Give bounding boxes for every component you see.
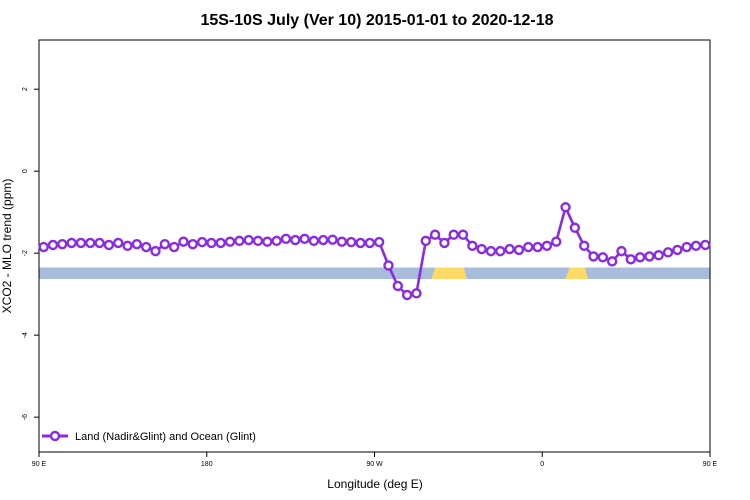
data-point xyxy=(131,238,143,250)
data-point xyxy=(513,244,525,256)
data-point xyxy=(653,250,664,261)
data-point xyxy=(103,239,115,251)
data-point xyxy=(467,240,478,251)
data-point xyxy=(66,237,77,249)
data-point xyxy=(75,237,87,249)
y-tick-label: -4 xyxy=(22,332,29,338)
x-axis-label: Longitude (deg E) xyxy=(327,477,422,491)
data-point xyxy=(187,238,198,250)
data-point xyxy=(85,237,96,249)
data-point xyxy=(122,240,133,251)
data-point xyxy=(47,239,59,251)
data-point xyxy=(262,236,273,247)
data-point xyxy=(606,256,618,267)
data-point xyxy=(541,240,553,251)
data-point xyxy=(299,233,310,245)
legend-marker xyxy=(49,430,61,442)
data-point xyxy=(373,236,385,248)
data-point xyxy=(597,252,609,263)
data-point xyxy=(448,229,459,240)
y-tick-label: -2 xyxy=(22,250,29,256)
data-point xyxy=(495,245,506,257)
data-point xyxy=(336,236,348,247)
data-point xyxy=(504,243,515,255)
data-point xyxy=(429,229,441,240)
data-point xyxy=(420,235,431,247)
data-point xyxy=(178,236,189,247)
data-point xyxy=(634,252,646,263)
data-point xyxy=(662,247,674,258)
y-axis-label: XCO2 - MLO trend (ppm) xyxy=(0,179,14,314)
data-point xyxy=(280,233,292,245)
y-tick-label: -6 xyxy=(22,414,29,420)
ocean-band xyxy=(39,267,710,280)
data-point xyxy=(569,222,581,233)
data-point xyxy=(327,234,338,245)
land-segment xyxy=(431,267,467,280)
data-point xyxy=(318,234,329,246)
data-point xyxy=(457,229,469,240)
data-point xyxy=(523,241,534,253)
data-point xyxy=(215,237,226,249)
data-point xyxy=(38,241,49,253)
data-point xyxy=(625,254,636,265)
data-point xyxy=(392,280,403,292)
data-point xyxy=(234,235,245,247)
legend-label: Land (Nadir&Glint) and Ocean (Glint) xyxy=(75,431,256,443)
data-point xyxy=(94,237,105,249)
data-point xyxy=(560,202,571,213)
data-point xyxy=(308,235,320,247)
x-tick-label: 90 W xyxy=(366,461,383,468)
data-point xyxy=(206,237,217,249)
legend: Land (Nadir&Glint) and Ocean (Glint) xyxy=(42,430,256,443)
data-point xyxy=(243,234,254,246)
x-tick-label: 0 xyxy=(540,461,544,468)
series-layer xyxy=(38,202,711,301)
data-point xyxy=(150,245,161,257)
data-point xyxy=(159,238,171,250)
data-point xyxy=(224,236,236,247)
data-point xyxy=(140,241,152,253)
x-tick-label: 90 E xyxy=(703,461,718,468)
data-point xyxy=(588,251,599,262)
data-point xyxy=(290,234,301,246)
data-point xyxy=(196,236,208,248)
y-axis: 2 0 -2 -4 -6 xyxy=(22,87,39,420)
data-point xyxy=(690,240,702,251)
data-point xyxy=(355,237,366,249)
data-point xyxy=(383,260,394,271)
data-point xyxy=(532,241,543,253)
y-tick-label: 0 xyxy=(22,169,29,173)
data-point xyxy=(439,237,450,249)
data-point xyxy=(252,235,264,247)
x-axis: 90 E 180 90 W 0 90 E xyxy=(32,452,718,468)
data-point xyxy=(700,239,711,251)
y-tick-label: 2 xyxy=(22,87,29,91)
data-point xyxy=(346,236,357,248)
data-point xyxy=(113,237,124,249)
data-point xyxy=(401,289,413,301)
data-point xyxy=(168,241,180,253)
data-point xyxy=(485,245,497,257)
data-point xyxy=(578,240,590,251)
data-point xyxy=(57,238,68,250)
data-point xyxy=(672,244,683,256)
data-point xyxy=(364,237,376,249)
data-point xyxy=(271,235,282,247)
chart-title: 15S-10S July (Ver 10) 2015-01-01 to 2020… xyxy=(200,12,553,29)
data-point xyxy=(616,245,627,257)
data-point xyxy=(644,251,655,262)
data-point xyxy=(551,236,562,247)
x-tick-label: 180 xyxy=(201,461,213,468)
land-segment xyxy=(565,267,588,280)
x-tick-label: 90 E xyxy=(32,461,47,468)
data-point xyxy=(681,241,692,253)
data-point xyxy=(476,243,487,255)
data-point xyxy=(411,288,422,299)
surface-band xyxy=(39,267,710,280)
